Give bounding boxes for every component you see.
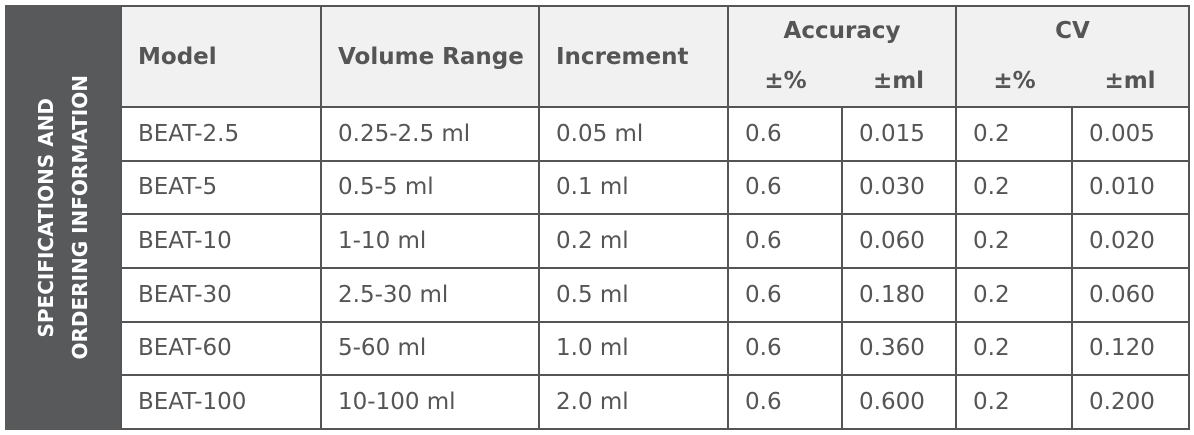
table-cell: BEAT-100 [120,374,322,430]
table-body: BEAT-2.5 0.25-2.5 ml 0.05 ml 0.6 0.015 0.2 0.0… [120,106,1190,430]
table-row: BEAT-10 1-10 ml 0.2 ml 0.6 0.060 0.2 0.020 [120,213,1190,269]
table-cell: 0.015 [841,106,957,162]
subheader-cell: ±ml [1072,55,1190,108]
table-cell: 0.25-2.5 ml [320,106,540,162]
header-cell: Volume Range [320,5,540,108]
table-cell: BEAT-30 [120,266,322,323]
table-cell: 0.05 ml [538,106,729,162]
table-cell: 0.2 [955,266,1073,323]
table-cell: 0.360 [841,320,957,377]
table-row: BEAT-30 2.5-30 ml 0.5 ml 0.6 0.180 0.2 0.060 [120,266,1190,323]
header-cell: Accuracy [727,5,957,55]
table-cell: 0.6 [727,159,843,216]
subheader-cell: ±% [955,55,1072,108]
table-cell: 0.010 [1071,159,1190,216]
table-cell: 0.6 [727,374,843,430]
subheader-cell: ±% [727,55,842,108]
table-cell: 0.2 [955,320,1073,377]
table-cell: 2.5-30 ml [320,266,540,323]
table-cell: 0.200 [1071,374,1190,430]
table-cell: 0.2 [955,106,1073,162]
subheader-cell: ±ml [842,55,957,108]
table-cell: 0.060 [1071,266,1190,323]
table-cell: 0.6 [727,106,843,162]
table-cell: 0.180 [841,266,957,323]
table-cell: 0.020 [1071,213,1190,269]
table-cell: 0.6 [727,320,843,377]
side-panel: SPECIFICATIONS AND ORDERING INFORMATION [5,5,120,430]
side-label-line: SPECIFICATIONS AND [33,97,58,338]
table-cell: 0.6 [727,213,843,269]
side-label-line: ORDERING INFORMATION [67,75,92,360]
table-cell: 0.6 [727,266,843,323]
table-cell: 0.120 [1071,320,1190,377]
spec-table: Model Volume Range Increment Accuracy CV… [120,5,1190,430]
table-cell: BEAT-60 [120,320,322,377]
table-cell: 2.0 ml [538,374,729,430]
table-cell: 5-60 ml [320,320,540,377]
table-row: BEAT-5 0.5-5 ml 0.1 ml 0.6 0.030 0.2 0.010 [120,159,1190,216]
table-cell: 0.2 [955,374,1073,430]
table-cell: 1-10 ml [320,213,540,269]
table-cell: BEAT-5 [120,159,322,216]
side-label: SPECIFICATIONS AND ORDERING INFORMATION [29,75,97,360]
table-cell: 0.5 ml [538,266,729,323]
table-cell: 0.060 [841,213,957,269]
header-cell: Model [120,5,322,108]
table-cell: 1.0 ml [538,320,729,377]
table-cell: 0.5-5 ml [320,159,540,216]
table-row: BEAT-60 5-60 ml 1.0 ml 0.6 0.360 0.2 0.120 [120,320,1190,377]
header-cell: Increment [538,5,729,108]
table-cell: 0.1 ml [538,159,729,216]
table-cell: 10-100 ml [320,374,540,430]
table-cell: 0.005 [1071,106,1190,162]
table-cell: 0.030 [841,159,957,216]
table-cell: BEAT-10 [120,213,322,269]
table-cell: 0.600 [841,374,957,430]
table-cell: 0.2 [955,213,1073,269]
table-cell: BEAT-2.5 [120,106,322,162]
table-cell: 0.2 [955,159,1073,216]
table-row: BEAT-2.5 0.25-2.5 ml 0.05 ml 0.6 0.015 0.2 0.0… [120,106,1190,162]
table-cell: 0.2 ml [538,213,729,269]
table-row: BEAT-100 10-100 ml 2.0 ml 0.6 0.600 0.2 0.200 [120,374,1190,430]
header-cell: CV [955,5,1190,55]
